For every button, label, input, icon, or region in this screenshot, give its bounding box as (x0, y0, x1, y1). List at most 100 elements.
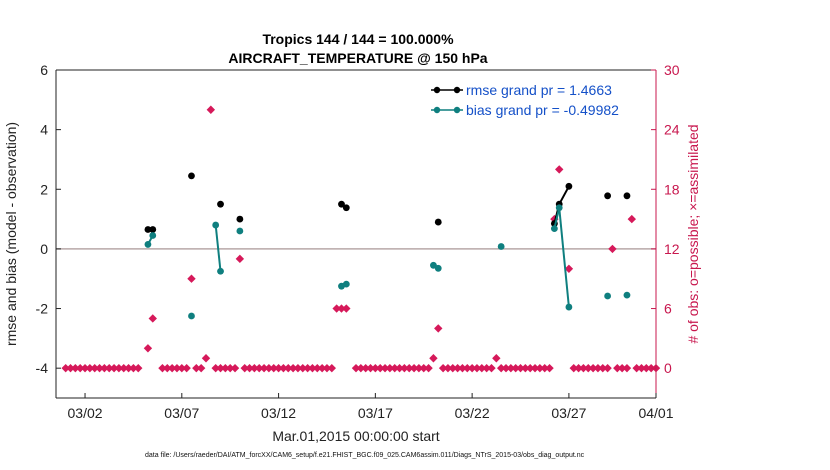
y2-tick-label: 18 (664, 181, 680, 197)
obs-assimilated-marker (564, 264, 574, 273)
obs-assimilated-marker (443, 363, 453, 373)
y2-tick-label: 24 (664, 122, 680, 138)
obs-assimilated-marker (366, 363, 375, 373)
obs-assimilated-marker (429, 354, 438, 363)
rmse-point (604, 192, 612, 200)
obs-assimilated-marker (501, 363, 511, 373)
obs-assimilated-marker (453, 363, 462, 373)
legend-label-bias: bias grand pr = -0.49982 (466, 102, 619, 118)
obs-assimilated-marker (525, 363, 535, 373)
obs-assimilated-marker (516, 363, 525, 373)
obs-assimilated-marker (100, 363, 109, 373)
obs-assimilated-marker (603, 363, 612, 373)
obs-assimilated-marker (371, 363, 380, 373)
obs-assimilated-marker (284, 363, 293, 373)
rmse-point (342, 204, 350, 212)
obs-assimilated-marker (288, 363, 298, 373)
obs-assimilated-marker (545, 363, 554, 373)
y2-tick-label: 0 (664, 360, 672, 376)
obs-assimilated-marker (182, 363, 191, 373)
obs-assimilated-marker (492, 354, 501, 363)
obs-assimilated-marker (158, 363, 167, 373)
obs-assimilated-marker (255, 363, 264, 373)
obs-assimilated-marker (535, 363, 545, 373)
obs-assimilated-marker (187, 274, 196, 283)
obs-assimilated-marker (129, 363, 138, 373)
bias-point (550, 225, 558, 233)
data-file-footnote: data file: /Users/raeder/DAI/ATM_forcXX/… (145, 452, 585, 459)
rmse-point (236, 215, 244, 223)
obs-assimilated-marker (375, 363, 385, 373)
rmse-point (217, 200, 224, 208)
obs-assimilated-marker (216, 363, 225, 373)
obs-assimilated-marker (308, 363, 317, 373)
y2-axis-label: # of obs: o=possible; ×=assimilated (685, 124, 701, 343)
obs-assimilated-marker (458, 363, 467, 373)
obs-assimilated-marker (119, 363, 128, 373)
obs-assimilated-marker (637, 363, 646, 373)
obs-assimilated-marker (90, 363, 99, 373)
obs-assimilated-marker (298, 363, 307, 373)
obs-assimilated-marker (593, 363, 603, 373)
obs-assimilated-marker (385, 363, 395, 373)
obs-assimilated-marker (424, 363, 433, 373)
rmse-point (149, 226, 157, 233)
bias-point (565, 303, 573, 311)
y2-tick-label: 12 (664, 241, 680, 257)
y-tick-label: 0 (40, 241, 48, 257)
obs-assimilated-marker (380, 363, 390, 373)
bias-point (149, 232, 157, 239)
obs-assimilated-marker (579, 363, 588, 373)
bias-point (604, 292, 612, 300)
y2-tick-label: 30 (664, 62, 680, 78)
obs-assimilated-marker (211, 363, 220, 373)
legend-marker-bias (453, 106, 461, 114)
obs-assimilated-marker (617, 363, 627, 373)
x-tick-label: 03/12 (261, 405, 296, 421)
obs-assimilated-marker (172, 363, 182, 373)
obs-assimilated-marker (356, 363, 366, 373)
obs-assimilated-marker (361, 363, 370, 373)
obs-assimilated-marker (448, 363, 457, 373)
obs-assimilated-marker (395, 363, 404, 373)
obs-assimilated-marker (235, 254, 245, 264)
obs-assimilated-marker (61, 363, 70, 373)
obs-assimilated-marker (167, 363, 177, 373)
rmse-point (623, 192, 631, 200)
obs-assimilated-marker (134, 363, 143, 373)
legend-label-rmse: rmse grand pr = 1.4663 (466, 82, 612, 98)
obs-assimilated-marker (201, 354, 211, 363)
obs-assimilated-marker (351, 363, 361, 373)
bias-point (188, 312, 195, 320)
obs-assimilated-marker (584, 363, 593, 373)
y2-tick-label: 6 (664, 301, 672, 317)
obs-assimilated-marker (632, 363, 641, 373)
y-tick-label: 6 (40, 62, 48, 78)
obs-assimilated-marker (487, 363, 496, 373)
obs-assimilated-marker (293, 363, 303, 373)
bias-point (342, 280, 350, 288)
bias-point (212, 221, 220, 229)
obs-assimilated-marker (148, 314, 157, 323)
obs-assimilated-marker (105, 363, 114, 373)
y-tick-label: 4 (40, 122, 48, 138)
obs-assimilated-marker (279, 363, 288, 373)
x-tick-label: 03/02 (68, 405, 103, 421)
obs-assimilated-marker (143, 344, 153, 353)
rmse-point (144, 226, 152, 233)
obs-assimilated-marker (608, 244, 617, 254)
obs-assimilated-marker (114, 363, 124, 373)
obs-assimilated-marker (80, 363, 90, 373)
obs-assimilated-marker (463, 363, 472, 373)
bias-point (497, 243, 505, 250)
obs-assimilated-marker (342, 304, 351, 313)
obs-assimilated-marker (75, 363, 85, 373)
y-axis-label: rmse and bias (model - observation) (3, 122, 19, 346)
obs-assimilated-marker (332, 304, 341, 313)
obs-assimilated-marker (405, 363, 414, 373)
obs-assimilated-marker (274, 363, 283, 373)
obs-assimilated-marker (264, 363, 274, 373)
obs-assimilated-marker (269, 363, 278, 373)
obs-assimilated-marker (511, 363, 520, 373)
bias-point (555, 204, 563, 212)
